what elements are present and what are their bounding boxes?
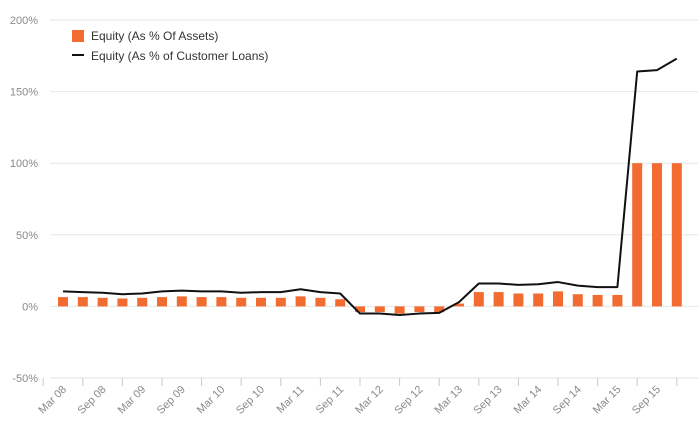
x-tick-label: Sep 11 (314, 384, 347, 417)
bar (394, 306, 405, 314)
y-tick-label: 150% (10, 87, 38, 99)
bar (374, 306, 385, 313)
bar (77, 297, 88, 307)
y-tick-label: 100% (10, 158, 38, 170)
x-tick-label: Sep 13 (472, 384, 505, 417)
series-line (62, 57, 678, 316)
x-tick-label: Sep 14 (551, 384, 584, 417)
bar (315, 297, 326, 307)
bar (572, 294, 583, 307)
x-tick-label: Mar 14 (512, 384, 545, 417)
bar (454, 303, 464, 307)
line-series (62, 57, 678, 316)
bar (216, 297, 227, 307)
x-tick-label: Sep 09 (155, 384, 188, 417)
bar (236, 297, 247, 307)
x-tick-label: Mar 10 (195, 384, 228, 417)
bar (58, 297, 68, 307)
bar (592, 294, 603, 307)
x-tick-label: Sep 15 (630, 384, 663, 417)
bar (612, 294, 623, 307)
bar (256, 297, 266, 307)
y-tick-label: -50% (12, 373, 38, 385)
x-tick-label: Sep 12 (392, 384, 425, 417)
x-tick-label: Mar 09 (116, 384, 149, 417)
y-tick-label: 50% (16, 230, 38, 242)
x-tick-label: Mar 13 (432, 384, 465, 417)
gridlines (50, 19, 698, 379)
bar (275, 297, 286, 307)
bar (196, 297, 207, 307)
x-tick-label: Mar 08 (36, 384, 69, 417)
y-tick-label: 200% (10, 15, 38, 27)
bar (533, 293, 544, 307)
bar (355, 306, 365, 313)
x-tick-label: Mar 11 (275, 384, 307, 416)
bar (632, 163, 643, 307)
x-tick-label: Mar 12 (353, 384, 386, 417)
bar (176, 296, 187, 307)
bar (137, 297, 148, 307)
bar (97, 297, 108, 307)
bar (671, 163, 682, 307)
bar (473, 292, 484, 307)
bar (157, 297, 167, 307)
legend-label-bars: Equity (As % Of Assets) (91, 29, 218, 43)
bar (434, 306, 445, 313)
bar-series (58, 163, 682, 314)
bar (117, 298, 128, 307)
bar (295, 296, 306, 307)
x-tick-label: Sep 08 (76, 384, 109, 417)
bar (553, 291, 563, 307)
y-axis-ticks: -50% 0% 50% 100% 150% 200% (10, 15, 38, 385)
bar (513, 293, 524, 307)
bar (493, 292, 504, 307)
bar (652, 163, 662, 307)
y-tick-label: 0% (22, 301, 38, 313)
legend-label-line: Equity (As % of Customer Loans) (91, 49, 268, 63)
x-axis-ticks: Mar 08 Sep 08 Mar 09 Sep 09 Mar 10 Sep 10 Mar … (36, 378, 678, 417)
bar (414, 306, 425, 313)
x-tick-label: Sep 10 (234, 384, 267, 417)
bar (335, 299, 346, 307)
legend: Equity (As % Of Assets) Equity (As % of … (72, 29, 268, 63)
x-tick-label: Mar 15 (591, 384, 624, 417)
legend-swatch-bars (72, 30, 84, 42)
